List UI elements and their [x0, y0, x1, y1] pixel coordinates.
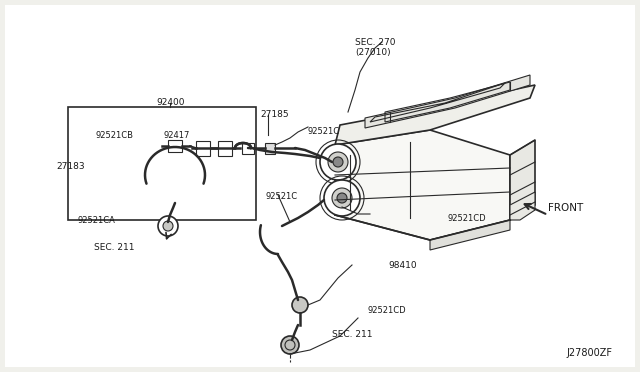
Circle shape: [158, 216, 178, 236]
Polygon shape: [510, 140, 535, 220]
Polygon shape: [430, 220, 510, 250]
Circle shape: [292, 297, 308, 313]
Text: J27800ZF: J27800ZF: [566, 348, 612, 358]
Text: 92521CB: 92521CB: [96, 131, 134, 140]
Text: 92521C: 92521C: [266, 192, 298, 201]
Text: 98410: 98410: [388, 261, 417, 270]
Text: 27183: 27183: [56, 162, 84, 171]
Text: SEC. 270
(27010): SEC. 270 (27010): [355, 38, 396, 57]
Text: 92400: 92400: [156, 98, 184, 107]
Text: 92521CA: 92521CA: [78, 216, 116, 225]
Bar: [68, 107, 256, 220]
Circle shape: [337, 193, 347, 203]
Circle shape: [328, 152, 348, 172]
Bar: [218, 141, 232, 156]
Polygon shape: [335, 130, 510, 240]
Polygon shape: [335, 85, 535, 145]
Text: SEC. 211: SEC. 211: [93, 243, 134, 252]
Text: 27185: 27185: [260, 110, 289, 119]
Circle shape: [163, 221, 173, 231]
Text: FRONT: FRONT: [548, 203, 583, 213]
Circle shape: [320, 144, 356, 180]
Bar: [265, 143, 275, 154]
Bar: [196, 141, 210, 156]
Text: 92521CD: 92521CD: [368, 306, 406, 315]
Text: SEC. 211: SEC. 211: [332, 330, 372, 339]
Bar: [168, 140, 182, 152]
Polygon shape: [365, 75, 530, 128]
Text: 92521CD: 92521CD: [448, 214, 486, 223]
Text: 92417: 92417: [163, 131, 189, 140]
Circle shape: [324, 180, 360, 216]
Circle shape: [281, 336, 299, 354]
Polygon shape: [510, 192, 535, 220]
Bar: [242, 143, 254, 154]
Text: 92521C: 92521C: [308, 127, 340, 136]
Circle shape: [333, 157, 343, 167]
Circle shape: [332, 188, 352, 208]
